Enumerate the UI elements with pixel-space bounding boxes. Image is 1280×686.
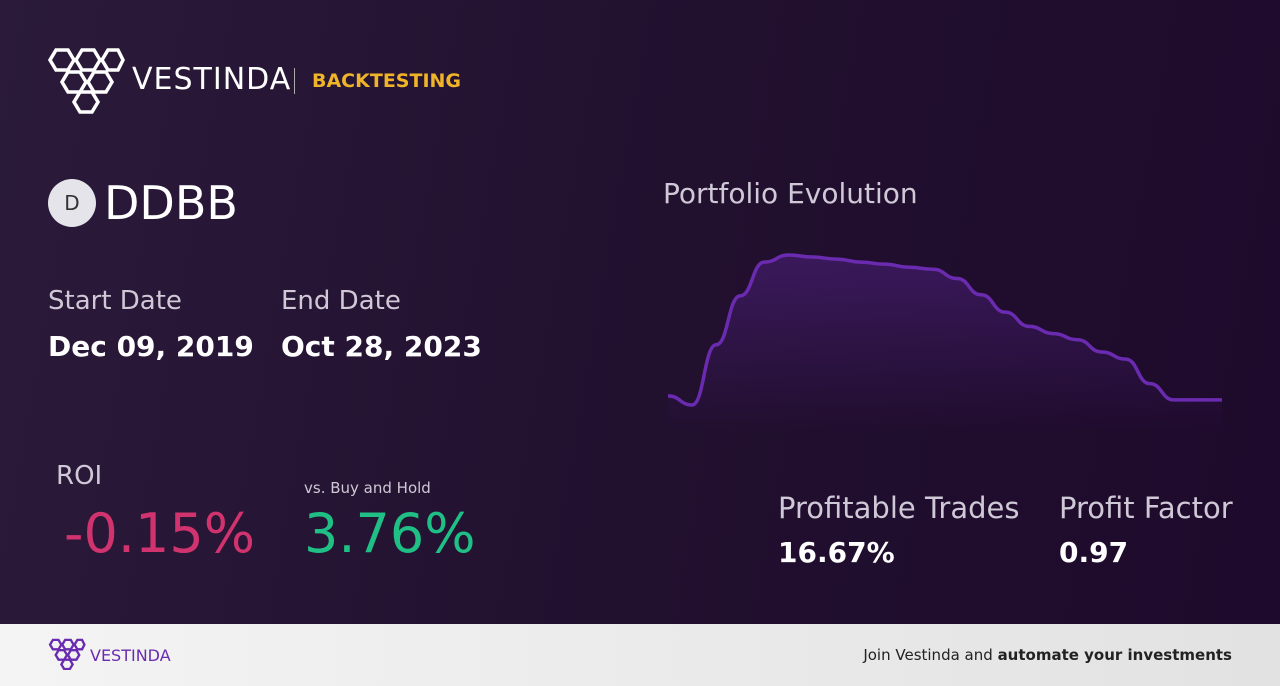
roi-label: ROI <box>56 461 103 491</box>
start-label: Start Date <box>48 286 182 316</box>
factor-value: 0.97 <box>1059 536 1129 569</box>
roi-value: -0.15% <box>64 502 256 565</box>
trades-value: 16.67% <box>778 536 895 569</box>
cta-bold: automate your investments <box>997 646 1232 664</box>
end-label: End Date <box>281 286 401 316</box>
ticker: DDBB <box>104 176 238 230</box>
footer-cta: Join Vestinda and automate your investme… <box>863 646 1232 664</box>
trades-label: Profitable Trades <box>778 491 1020 525</box>
cta-text: Join Vestinda and <box>863 646 993 664</box>
line <box>667 253 1222 407</box>
footer: VESTINDA Join Vestinda and automate your… <box>0 624 1280 686</box>
chart-title: Portfolio Evolution <box>663 177 918 210</box>
logo-icon <box>47 48 125 114</box>
compare-value: 3.76% <box>304 502 476 565</box>
asset-icon: D <box>48 179 96 227</box>
divider <box>294 68 295 94</box>
brand: VESTINDA <box>132 62 292 97</box>
footer-brand: VESTINDA <box>90 646 171 665</box>
compare-label: vs. Buy and Hold <box>304 479 431 497</box>
end-date: Oct 28, 2023 <box>281 330 482 363</box>
chart <box>667 253 1222 430</box>
section: BACKTESTING <box>312 70 462 92</box>
area <box>668 255 1222 430</box>
start-date: Dec 09, 2019 <box>48 330 254 363</box>
factor-label: Profit Factor <box>1059 491 1233 525</box>
footer-logo <box>48 638 86 670</box>
